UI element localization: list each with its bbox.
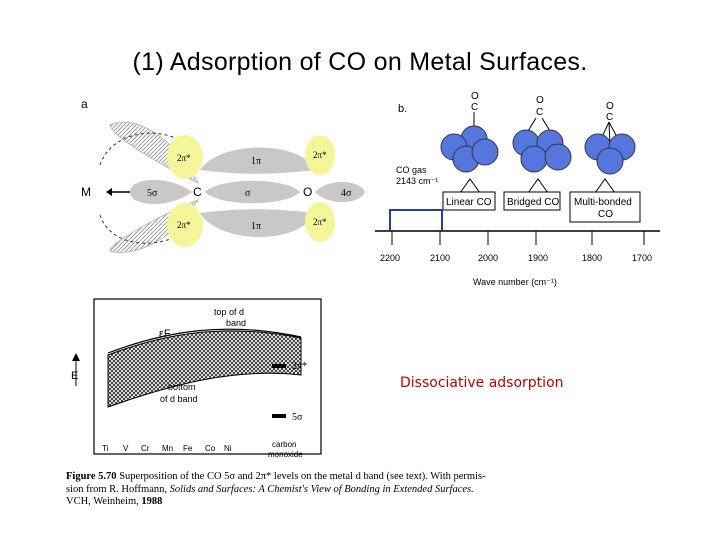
- orbital-diagram: a M C O 5σ 4σ σ 1π 1π 2π* 2π* 2π* 2π*: [81, 97, 365, 253]
- figure-caption: Figure 5.70 Superposition of the CO 5σ a…: [66, 471, 496, 509]
- caption-fig-number: Figure 5.70: [66, 471, 117, 482]
- bottom-band-label-2: of d band: [160, 394, 198, 404]
- dissociative-adsorption-text: Dissociative adsorption: [400, 375, 564, 391]
- lobe-sigma: [205, 180, 300, 204]
- o-label-1: O: [471, 91, 479, 102]
- lobe-2pi-tr: [305, 135, 335, 175]
- caption-text-1: Superposition of the CO 5σ and 2π* level…: [119, 471, 486, 482]
- caption-text-2: sion from R. Hoffmann,: [66, 483, 168, 495]
- multi-co-site: O C: [584, 101, 636, 175]
- lobe-5sigma: [130, 179, 192, 205]
- lobe-2pi-tl: [167, 135, 203, 179]
- lobe-4sigma: [315, 181, 365, 203]
- pi-level-label: 2π*: [292, 361, 307, 372]
- metal-co: Co: [205, 444, 216, 453]
- lobe-1pi-top: [200, 147, 315, 174]
- metal-mn: Mn: [162, 444, 173, 453]
- o-label-3: O: [606, 101, 614, 112]
- caption-text-3: VCH, Weinheim,: [66, 496, 139, 507]
- tick-1800: 1800: [582, 253, 602, 263]
- top-band-label: top of d: [214, 307, 244, 317]
- fermi-label: εF: [159, 328, 171, 340]
- caption-italic: Solids and Surfaces: A Chemist's View of…: [169, 483, 474, 495]
- orb-2pi-br: 2π*: [313, 217, 327, 227]
- carbon-label: C: [193, 185, 202, 199]
- metal-ni: Ni: [224, 444, 232, 453]
- e-axis-label: E: [71, 370, 78, 382]
- panel-b-label: b.: [398, 103, 407, 115]
- adsorption-sites-diagram: b. O C O C O C CO gas 2143 cm⁻¹ Linea: [375, 91, 660, 287]
- orb-5sigma: 5σ: [147, 188, 158, 199]
- o-label-2: O: [536, 95, 544, 106]
- bridged-co-site: O C: [512, 95, 572, 173]
- metal-v: V: [123, 444, 129, 453]
- orb-2pi-tr: 2π*: [313, 150, 327, 160]
- oxygen-label: O: [303, 185, 312, 199]
- co-label: carbon: [272, 440, 296, 449]
- lobe-1pi-bottom: [200, 209, 315, 237]
- metal-ti: Ti: [102, 444, 109, 453]
- multi-co-label: Multi-bonded: [574, 197, 632, 208]
- arrow-bottom: [99, 214, 181, 244]
- top-band-curve: [107, 328, 302, 354]
- tick-2000: 2000: [478, 253, 498, 263]
- orb-1pi-top: 1π: [251, 156, 261, 167]
- top-band-label-2: band: [226, 318, 246, 328]
- co-gas-freq: 2143 cm⁻¹: [396, 176, 438, 186]
- sigma-level-label: 5σ: [292, 412, 303, 423]
- linear-co-site: O C: [440, 91, 499, 173]
- orb-2pi-tl: 2π*: [177, 153, 191, 163]
- d-band: [107, 330, 302, 408]
- caption-year: 1988: [141, 496, 163, 507]
- gas-bracket: [389, 209, 443, 230]
- bridged-co-label: Bridged CO: [507, 197, 559, 208]
- d-band-diagram: E top of d band εF bottom of d band 2π* …: [71, 298, 322, 459]
- axis-ticks: [391, 231, 645, 245]
- page-title: (1) Adsorption of CO on Metal Surfaces.: [132, 48, 588, 76]
- co-label-2: monoxide: [268, 450, 303, 459]
- bottom-band-label: bottom: [168, 382, 196, 392]
- c-label-1: C: [471, 102, 478, 113]
- tick-1900: 1900: [528, 253, 548, 263]
- c-label-3: C: [606, 112, 613, 123]
- orb-sigma: σ: [245, 188, 251, 199]
- linear-co-label: Linear CO: [446, 197, 492, 208]
- orb-2pi-bl: 2π*: [177, 220, 191, 230]
- co-gas-label: CO gas: [396, 165, 427, 175]
- tick-2100: 2100: [430, 253, 450, 263]
- axis-label: Wave number (cm⁻¹): [473, 277, 557, 287]
- c-label-2: C: [536, 107, 543, 118]
- tick-2200: 2200: [380, 253, 400, 263]
- multi-co-label-2: CO: [598, 209, 613, 220]
- metal-fe: Fe: [183, 444, 193, 453]
- orb-1pi-bottom: 1π: [251, 221, 261, 232]
- metal-cr: Cr: [141, 444, 150, 453]
- tick-1700: 1700: [632, 253, 652, 263]
- lobe-2pi-br: [305, 202, 335, 242]
- lobe-2pi-bl: [167, 203, 203, 247]
- panel-a-label: a: [81, 97, 88, 111]
- orb-4sigma: 4σ: [341, 188, 352, 199]
- metal-label: M: [81, 185, 91, 199]
